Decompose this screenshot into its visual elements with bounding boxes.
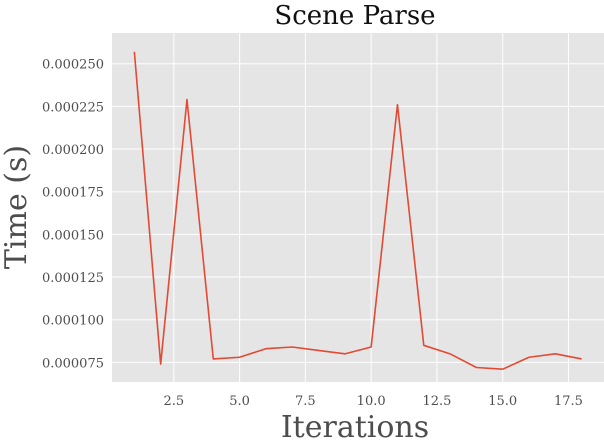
x-tick-label: 17.5 (554, 394, 583, 409)
x-tick-label: 7.5 (295, 394, 316, 409)
x-tick-label: 15.0 (488, 394, 517, 409)
x-gridlines (173, 33, 569, 382)
y-tick-label: 0.000250 (42, 58, 104, 73)
chart-title: Scene Parse (274, 1, 435, 31)
y-gridlines (112, 63, 604, 363)
y-tick-label: 0.000150 (42, 228, 104, 243)
y-tick-label: 0.000075 (42, 356, 104, 371)
x-tick-label: 2.5 (163, 394, 184, 409)
x-tick-label: 12.5 (422, 394, 451, 409)
y-tick-labels: 0.000075 0.000100 0.000125 0.000150 0.000175… (42, 58, 104, 372)
y-tick-label: 0.000225 (42, 100, 104, 115)
y-tick-label: 0.000175 (42, 186, 104, 201)
x-tick-labels: 2.5 5.0 7.5 10.0 12.5 15.0 17.5 (163, 394, 582, 409)
x-tick-label: 5.0 (229, 394, 250, 409)
series-line (133, 51, 582, 371)
x-tick-label: 10.0 (357, 394, 386, 409)
plot-area (112, 33, 604, 382)
y-tick-label: 0.000100 (42, 314, 104, 329)
y-tick-label: 0.000125 (42, 271, 104, 286)
y-tick-label: 0.000200 (42, 143, 104, 158)
x-axis-label: Iterations (281, 410, 429, 444)
series-layer (133, 51, 582, 371)
y-axis-label: Time (s) (0, 145, 34, 269)
